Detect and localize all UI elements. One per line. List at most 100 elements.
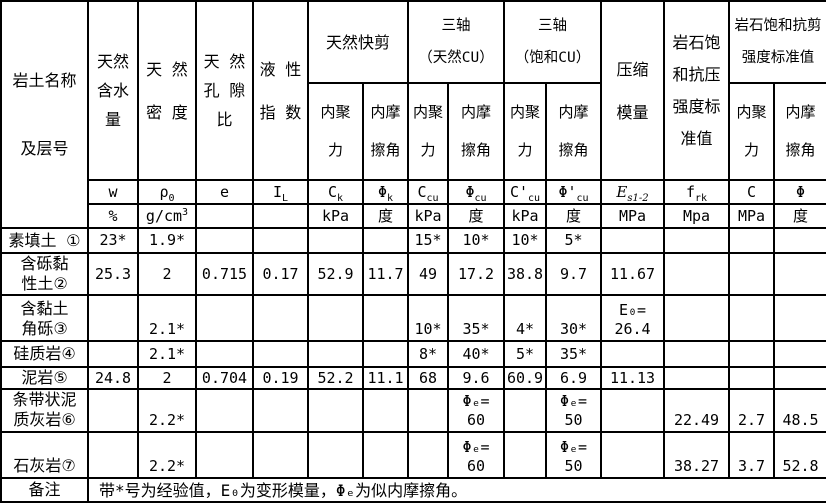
header-void-ratio: 天 然 孔 隙 比: [195, 0, 254, 181]
cell-il: [252, 227, 309, 254]
unit-e: [195, 203, 254, 229]
cell-es: [600, 388, 666, 433]
cell-rho: 2.1*: [137, 294, 197, 342]
cell-e: 0.715: [195, 252, 254, 296]
row-label: 含砾黏 性土②: [0, 252, 89, 296]
cell-ccu: 10*: [407, 294, 450, 342]
symbol-rho0: ρ0: [137, 179, 197, 205]
table-row: 含黏土 角砾③ 2.1* 10* 35* 4* 30* E₀= 26.4: [0, 294, 826, 342]
cell-rho: 2.2*: [137, 388, 197, 433]
cell-c: 3.7: [728, 431, 776, 479]
cell-c: [728, 366, 776, 390]
cell-il: [252, 340, 309, 368]
cell-il: 0.17: [252, 252, 309, 296]
cell-e: [195, 294, 254, 342]
cell-frk: [663, 227, 731, 254]
cell-c1cu: 38.8: [503, 252, 548, 296]
symbol-ck: Ck: [307, 179, 364, 205]
cell-ccu: 15*: [407, 227, 450, 254]
symbol-phi1cu: Φ'cu: [545, 179, 603, 205]
cell-ck: [307, 431, 364, 479]
symbol-phicu: Φcu: [447, 179, 506, 205]
cell-e: [195, 227, 254, 254]
row-label: 素填土 ①: [0, 227, 89, 254]
cell-ck: [307, 294, 364, 342]
remark-text: 带*号为经验值，E₀为变形模量，Φₑ为似内摩擦角。: [86, 477, 826, 503]
cell-ccu: 68: [407, 366, 450, 390]
header-natural-density: 天 然 密 度: [137, 0, 197, 181]
cell-phicu: 9.6: [447, 366, 506, 390]
cell-ccu: [407, 431, 450, 479]
cell-w: 25.3: [87, 252, 139, 296]
header-natural-water: 天然 含水 量: [87, 0, 139, 181]
header-cohesion-rock-shear: 内聚 力: [728, 82, 776, 181]
cell-phik: 11.1: [361, 366, 410, 390]
cell-frk: [663, 366, 731, 390]
header-cohesion-quick: 内聚 力: [307, 82, 364, 181]
unit-ck: kPa: [307, 203, 364, 229]
unit-phik: 度: [361, 203, 410, 229]
remark-row: 备注 带*号为经验值，E₀为变形模量，Φₑ为似内摩擦角。: [0, 477, 826, 503]
cell-c1cu: [503, 431, 548, 479]
cell-c1cu: [503, 388, 548, 433]
unit-phi: 度: [773, 203, 826, 229]
cell-c: 2.7: [728, 388, 776, 433]
cell-phi: [773, 252, 826, 296]
header-friction-quick: 内摩 擦角: [361, 82, 410, 181]
unit-c: MPa: [728, 203, 776, 229]
cell-c: [728, 340, 776, 368]
header-name-line: 及层号: [20, 139, 69, 158]
header-triaxial-saturated: 三轴 （饱和CU）: [503, 0, 603, 84]
unit-w: %: [87, 203, 139, 229]
row-label: 硅质岩④: [0, 340, 89, 368]
cell-c: [728, 294, 776, 342]
table-footer: 备注 带*号为经验值，E₀为变形模量，Φₑ为似内摩擦角。: [0, 477, 826, 503]
cell-phi1cu: 30*: [545, 294, 603, 342]
symbol-frk: frk: [663, 179, 731, 205]
symbol-es1-2: Es1-2: [600, 179, 666, 205]
table-row: 含砾黏 性土② 25.3 2 0.715 0.17 52.9 11.7 49 17.2 38.8 9…: [0, 252, 826, 296]
cell-phi: [773, 294, 826, 342]
symbol-phi: Φ: [773, 179, 826, 205]
table-body: 素填土 ① 23* 1.9* 15* 10* 10* 5* 含砾黏 性土② 25.3 2 0.715…: [0, 227, 826, 479]
cell-w: 24.8: [87, 366, 139, 390]
cell-es: [600, 227, 666, 254]
symbol-e: e: [195, 179, 254, 205]
cell-phi: [773, 340, 826, 368]
cell-phi: [773, 227, 826, 254]
cell-rho: 2: [137, 252, 197, 296]
unit-es: MPa: [600, 203, 666, 229]
cell-phicu: 10*: [447, 227, 506, 254]
row-label: 泥岩⑤: [0, 366, 89, 390]
cell-phicu: 17.2: [447, 252, 506, 296]
cell-phi1cu: Φₑ= 50: [545, 388, 603, 433]
remark-label: 备注: [0, 477, 89, 503]
header-friction-rock-shear: 内摩 擦角: [773, 82, 826, 181]
symbol-c1cu: C'cu: [503, 179, 548, 205]
cell-es: [600, 340, 666, 368]
header-friction-natural-cu: 内摩 擦角: [447, 82, 506, 181]
header-liquidity-index: 液 性 指 数: [252, 0, 309, 181]
cell-phik: [361, 340, 410, 368]
cell-ccu: 49: [407, 252, 450, 296]
cell-frk: [663, 340, 731, 368]
cell-ccu: 8*: [407, 340, 450, 368]
unit-frk: Mpa: [663, 203, 731, 229]
cell-c1cu: 4*: [503, 294, 548, 342]
cell-phi1cu: 5*: [545, 227, 603, 254]
header-compression-modulus: 压缩 模量: [600, 0, 666, 181]
cell-frk: [663, 294, 731, 342]
cell-c1cu: 5*: [503, 340, 548, 368]
symbol-w: w: [87, 179, 139, 205]
cell-phik: [361, 227, 410, 254]
cell-ck: 52.2: [307, 366, 364, 390]
header-rock-shear: 岩石饱和抗剪 强度标准值: [728, 0, 826, 84]
cell-il: 0.19: [252, 366, 309, 390]
cell-e: [195, 340, 254, 368]
cell-il: [252, 388, 309, 433]
cell-c1cu: 60.9: [503, 366, 548, 390]
cell-c: [728, 227, 776, 254]
header-triaxial-natural: 三轴 （天然CU）: [407, 0, 506, 84]
cell-w: [87, 431, 139, 479]
cell-rho: 2: [137, 366, 197, 390]
